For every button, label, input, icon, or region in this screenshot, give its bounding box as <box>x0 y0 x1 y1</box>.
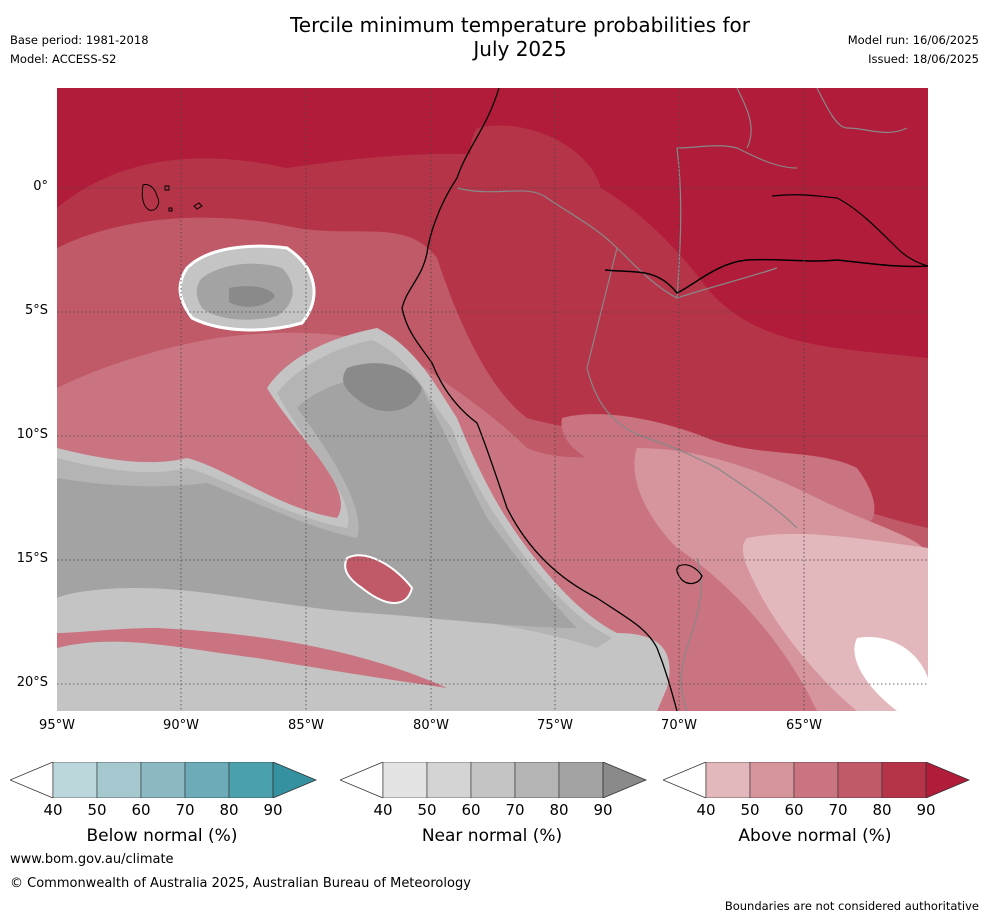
country-border-colombia <box>676 145 798 299</box>
below-normal-title: Below normal (%) <box>86 826 238 846</box>
colorbar-tick-label: 40 <box>696 801 716 819</box>
colorbar-tick-label: 90 <box>593 801 613 819</box>
colorbar-underflow <box>340 762 384 798</box>
colorbar-segment <box>184 762 230 798</box>
colorbar-tick-label: 80 <box>549 801 569 819</box>
probability-map <box>57 88 928 711</box>
amazon-river <box>604 258 928 294</box>
colorbar-tick-label: 70 <box>505 801 525 819</box>
colorbar-tick-label: 70 <box>175 801 195 819</box>
country-border-peru-bolivia <box>586 247 798 529</box>
colorbar-segment <box>793 762 839 798</box>
colorbar-segment <box>470 762 516 798</box>
colorbar-tick-label: 90 <box>916 801 936 819</box>
colorbar-tick-label: 90 <box>263 801 283 819</box>
title-line-1: Tercile minimum temperature probabilitie… <box>289 13 751 37</box>
footer-copyright: © Commonwealth of Australia 2025, Austra… <box>10 876 471 891</box>
lon-label: 75°W <box>537 718 573 733</box>
colorbar-tick-label: 80 <box>872 801 892 819</box>
colorbar-segment <box>140 762 186 798</box>
colorbar-segment <box>382 762 428 798</box>
model-run: Model run: 16/06/2025 <box>847 33 979 47</box>
near-normal-title: Near normal (%) <box>421 826 563 846</box>
colorbar-underflow <box>10 762 54 798</box>
country-border-chile <box>680 557 702 711</box>
graticule <box>57 88 928 711</box>
colorbar-tick-label: 40 <box>373 801 393 819</box>
colorbar-segment <box>705 762 751 798</box>
model-name: Model: ACCESS-S2 <box>10 52 117 66</box>
colorbar-tick-label: 50 <box>740 801 760 819</box>
colorbar-underflow <box>663 762 707 798</box>
issued-date: Issued: 18/06/2025 <box>868 52 979 66</box>
colorbar-tick-label: 60 <box>461 801 481 819</box>
colorbar-segment <box>52 762 98 798</box>
below-normal-colorbar <box>10 762 318 798</box>
lon-label: 70°W <box>661 718 697 733</box>
lat-label: 0° <box>33 179 48 194</box>
colorbar-tick-label: 50 <box>87 801 107 819</box>
near-normal-colorbar <box>340 762 648 798</box>
colorbar-segment <box>749 762 795 798</box>
country-border-venezuela <box>736 88 908 149</box>
footer-disclaimer: Boundaries are not considered authoritat… <box>724 899 979 913</box>
lon-label: 85°W <box>288 718 324 733</box>
lat-label: 5°S <box>24 303 48 318</box>
colorbar-tick-label: 60 <box>784 801 804 819</box>
map-title: Tercile minimum temperature probabilitie… <box>200 13 840 61</box>
lon-label: 90°W <box>163 718 199 733</box>
colorbar-overflow <box>602 762 648 798</box>
colorbar-segment <box>228 762 274 798</box>
coastline <box>401 88 678 711</box>
colorbar-tick-label: 50 <box>417 801 437 819</box>
near-normal-80-region <box>57 377 577 628</box>
colorbar-segment <box>96 762 142 798</box>
lon-label: 65°W <box>786 718 822 733</box>
no-signal-region <box>854 637 928 711</box>
lon-label: 95°W <box>39 718 75 733</box>
colorbar-overflow <box>272 762 318 798</box>
colorbar-tick-label: 60 <box>131 801 151 819</box>
colorbar-overflow <box>925 762 971 798</box>
above-normal-title: Above normal (%) <box>738 826 892 846</box>
near-normal-northwest-peak <box>229 286 275 307</box>
colorbar-tick-label: 80 <box>219 801 239 819</box>
colorbar-tick-label: 70 <box>828 801 848 819</box>
above-80-patch <box>470 125 601 231</box>
river-tributary <box>771 194 928 267</box>
colorbar-tick-label: 40 <box>43 801 63 819</box>
colorbar-segment <box>837 762 883 798</box>
colorbar-segment <box>881 762 927 798</box>
above-normal-colorbar <box>663 762 971 798</box>
base-period: Base period: 1981-2018 <box>10 33 149 47</box>
lon-label: 80°W <box>413 718 449 733</box>
lat-label: 10°S <box>16 427 48 442</box>
galapagos-islands <box>141 184 203 212</box>
colorbar-segment <box>514 762 560 798</box>
lake-titicaca <box>676 564 703 585</box>
colorbar-segment <box>426 762 472 798</box>
title-line-2: July 2025 <box>473 37 567 61</box>
lat-label: 20°S <box>16 675 48 690</box>
colorbar-segment <box>558 762 604 798</box>
lat-label: 15°S <box>16 551 48 566</box>
near-normal-90-patch <box>343 363 422 412</box>
footer-url[interactable]: www.bom.gov.au/climate <box>10 852 174 867</box>
